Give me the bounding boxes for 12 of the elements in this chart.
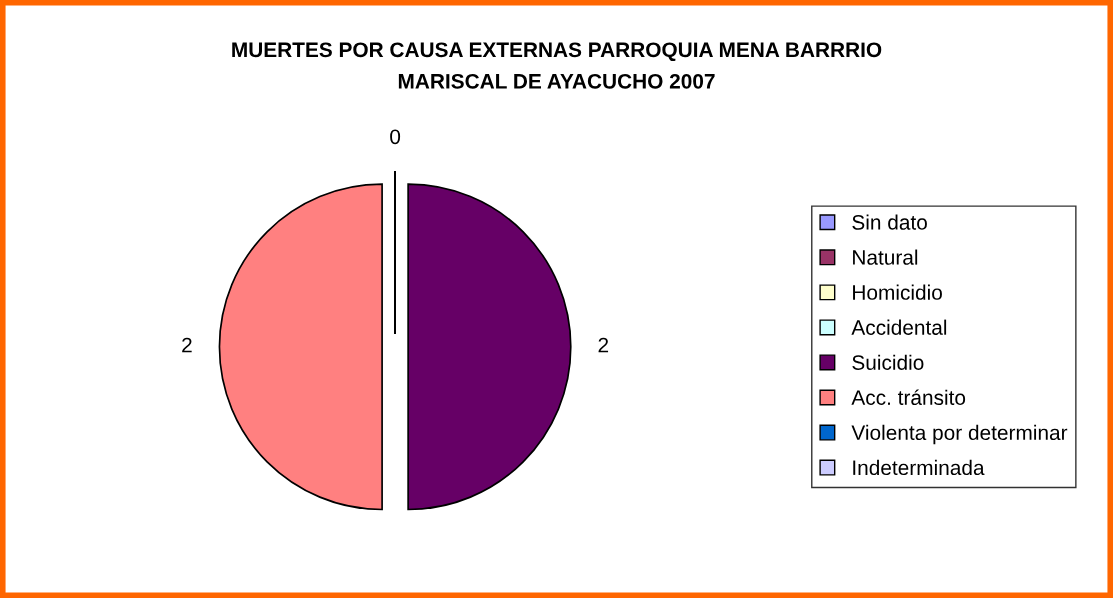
text: 0 — [390, 129, 401, 145]
legend-label: Sin dato — [852, 214, 927, 230]
legend-label: Indeterminada — [853, 459, 985, 476]
legend-label: Violenta por determinar — [851, 424, 1068, 445]
data-label: 2 — [598, 337, 609, 353]
chart-title: MUERTES POR CAUSA EXTERNAS PARROQUIA MENA BARRRIO MARISCAL DE AYACUCHO 2007 — [232, 42, 882, 89]
legend-label: Suicidio — [852, 354, 924, 370]
legend-label: Accidental — [851, 319, 947, 335]
legend-label: Homicidio — [853, 284, 942, 300]
legend-label: Natural — [853, 249, 918, 265]
legend-label: Acc. tránsito — [851, 389, 966, 405]
data-label: 2 — [182, 337, 192, 353]
